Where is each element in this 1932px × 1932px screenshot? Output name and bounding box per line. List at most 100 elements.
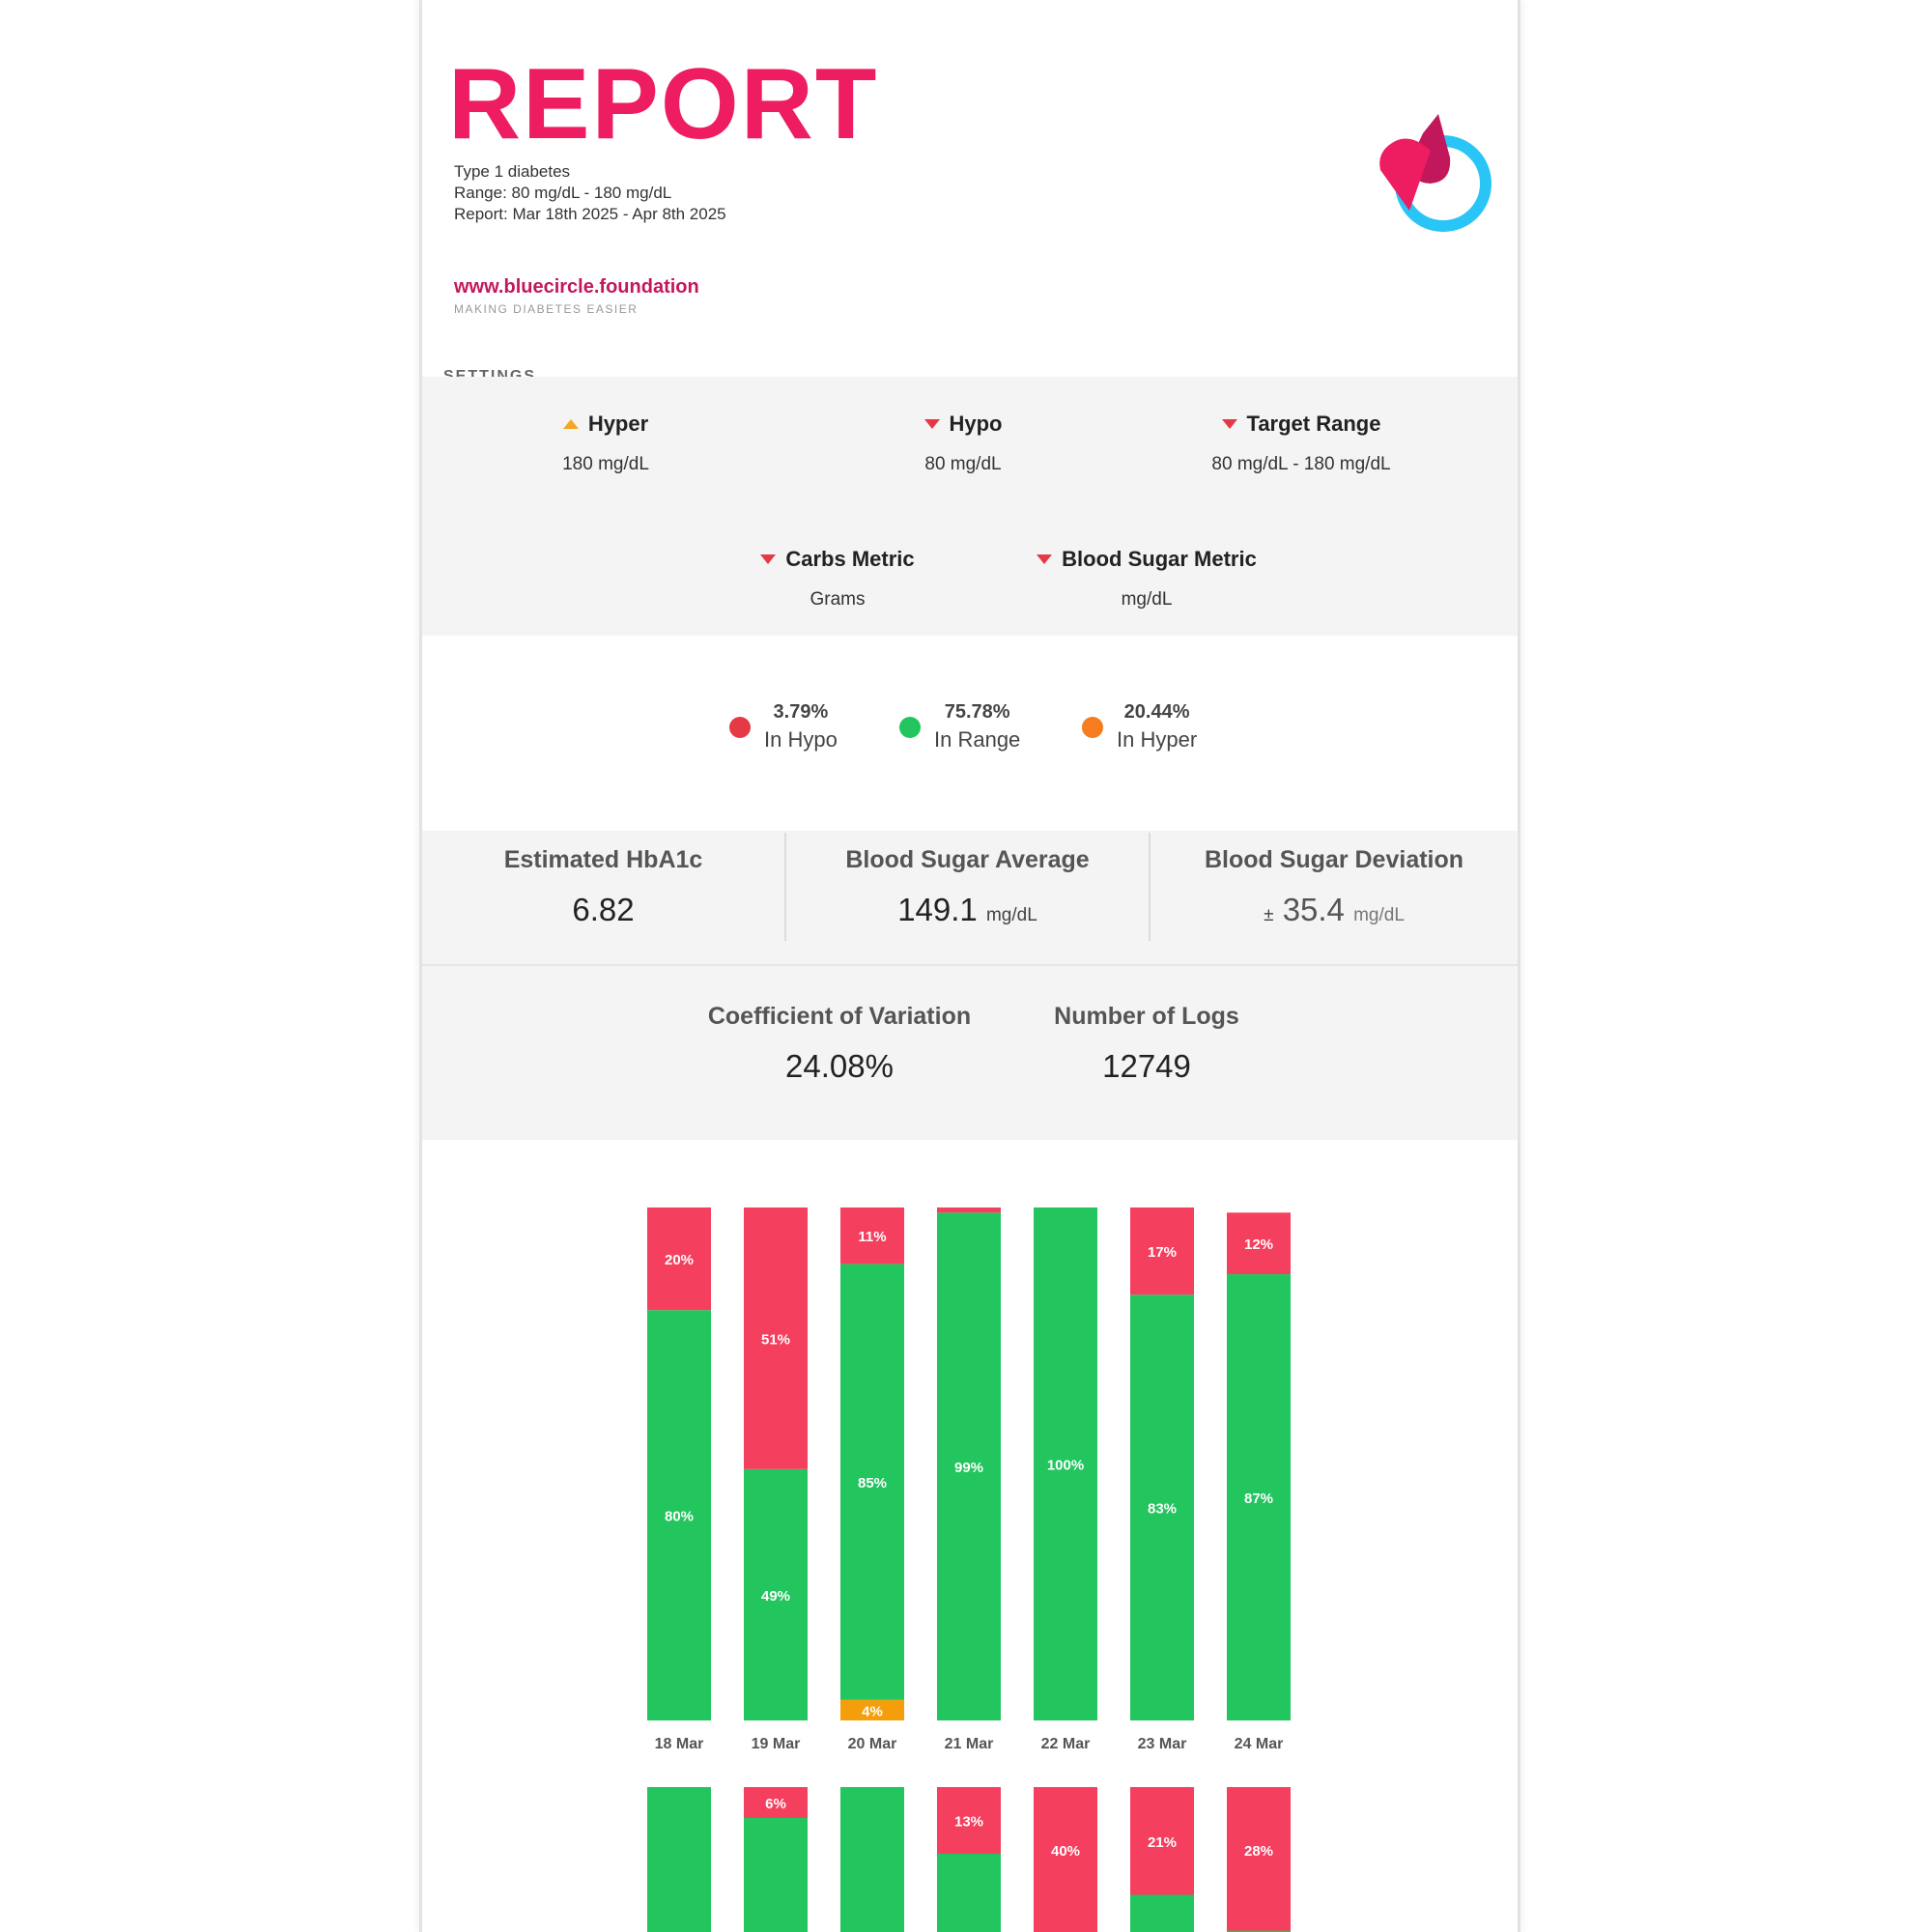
report-page: REPORT Type 1 diabetes Range: 80 mg/dL -… — [419, 0, 1520, 1932]
bar-value-label: 51% — [761, 1331, 790, 1348]
bar-value-label: 87% — [1244, 1491, 1273, 1507]
bar-value-label: 28% — [1244, 1843, 1273, 1860]
bar-segment — [937, 1787, 1001, 1855]
setting-target-value: 80 mg/dL - 180 mg/dL — [1211, 454, 1391, 474]
bar-segment — [744, 1208, 808, 1469]
triangle-down-icon — [923, 419, 940, 429]
cv-value: 24.08% — [785, 1048, 894, 1084]
bar-segment — [1227, 1212, 1291, 1275]
setting-carbs-metric: Carbs Metric Grams — [722, 547, 953, 611]
hypo-percent: 3.79% — [773, 701, 829, 723]
x-tick-label: 20 Mar — [848, 1736, 897, 1752]
bar-segment — [937, 1208, 1001, 1213]
range-percent: 75.78% — [944, 701, 1010, 723]
divider — [422, 964, 1518, 966]
bar-value-label: 21% — [1148, 1834, 1177, 1851]
metric-deviation: Blood Sugar Deviation ± 35.4 mg/dL — [1151, 846, 1518, 928]
bar-segment — [1227, 1787, 1291, 1931]
triangle-down-icon — [1221, 419, 1237, 429]
average-label: Blood Sugar Average — [845, 846, 1090, 873]
summary-range: 75.78% In Range — [899, 701, 1020, 753]
hypo-label: In Hypo — [764, 727, 838, 752]
setting-hypo-value: 80 mg/dL — [924, 454, 1002, 474]
bar-value-label: 100% — [1047, 1458, 1084, 1474]
daily-range-bar-chart: 80% 20% 18 Mar 49% 51% 19 Mar 6% 4% 85% 11% 20 Mar… — [647, 1208, 1291, 1932]
bluecircle-logo-icon — [1379, 114, 1492, 232]
bar-segment — [840, 1787, 904, 1932]
metric-logs: Number of Logs 12749 — [1002, 1003, 1292, 1085]
triangle-up-icon — [562, 419, 579, 429]
setting-target-label: Target Range — [1246, 412, 1381, 436]
bar-value-label: 83% — [1148, 1501, 1177, 1518]
summary-hyper: 20.44% In Hyper — [1082, 701, 1197, 753]
logs-label: Number of Logs — [1054, 1003, 1239, 1030]
bar-value-label: 85% — [858, 1475, 887, 1492]
divider — [1149, 833, 1151, 941]
setting-hyper: Hyper 180 mg/dL — [490, 412, 722, 475]
average-value: 149.1 — [897, 892, 978, 927]
logs-value: 12749 — [1102, 1048, 1191, 1084]
triangle-down-icon — [760, 554, 777, 564]
deviation-label: Blood Sugar Deviation — [1204, 846, 1464, 873]
setting-hypo: Hypo 80 mg/dL — [847, 412, 1079, 475]
triangle-down-icon — [1037, 554, 1053, 564]
metric-average: Blood Sugar Average 149.1 mg/dL — [786, 846, 1149, 928]
bar-segment — [1130, 1787, 1194, 1895]
settings-panel: Hyper 180 mg/dL Hypo 80 mg/dL Target Ran… — [422, 377, 1518, 636]
bar-value-label: 99% — [954, 1460, 983, 1476]
summary-hypo: 3.79% In Hypo — [729, 701, 838, 753]
diabetes-type: Type 1 diabetes — [454, 162, 571, 181]
bar-segment — [647, 1208, 711, 1311]
hba1c-value: 6.82 — [572, 892, 635, 927]
report-period: Report: Mar 18th 2025 - Apr 8th 2025 — [454, 205, 726, 223]
report-title: REPORT — [448, 48, 879, 160]
setting-target-range: Target Range 80 mg/dL - 180 mg/dL — [1156, 412, 1446, 475]
bar-value-label: 4% — [862, 1703, 883, 1719]
x-tick-label: 18 Mar — [655, 1736, 704, 1752]
hba1c-label: Estimated HbA1c — [503, 846, 703, 873]
deviation-value: 35.4 — [1282, 892, 1345, 927]
setting-hyper-value: 180 mg/dL — [562, 454, 649, 474]
bar-value-label: 6% — [765, 1796, 786, 1812]
hyper-label: In Hyper — [1117, 727, 1198, 752]
x-tick-label: 19 Mar — [752, 1736, 801, 1752]
bar-segment — [1227, 1274, 1291, 1720]
setting-sugar-label: Blood Sugar Metric — [1062, 547, 1257, 571]
website-link[interactable]: www.bluecircle.foundation — [454, 276, 699, 298]
x-tick-label: 22 Mar — [1041, 1736, 1091, 1752]
average-unit: mg/dL — [985, 905, 1037, 925]
hypo-dot — [729, 716, 751, 738]
metric-cv: Coefficient of Variation 24.08% — [675, 1003, 1004, 1085]
bar-value-label: 80% — [665, 1509, 694, 1525]
x-tick-label: 24 Mar — [1235, 1736, 1284, 1752]
range-label: In Range — [934, 727, 1021, 752]
bar-segment — [1034, 1208, 1097, 1720]
plus-minus-icon: ± — [1264, 905, 1274, 925]
bar-value-label: 40% — [1051, 1843, 1080, 1860]
setting-sugar-metric: Blood Sugar Metric mg/dL — [1002, 547, 1292, 611]
setting-carbs-value: Grams — [810, 589, 866, 610]
setting-hyper-label: Hyper — [587, 412, 649, 436]
bar-segment — [840, 1208, 904, 1264]
deviation-unit: mg/dL — [1353, 905, 1405, 925]
bar-segment — [840, 1699, 904, 1720]
bar-segment — [647, 1310, 711, 1720]
cv-label: Coefficient of Variation — [707, 1003, 972, 1030]
bar-segment — [647, 1787, 711, 1932]
metrics-panel — [422, 831, 1518, 1140]
setting-carbs-label: Carbs Metric — [785, 547, 915, 571]
divider — [784, 833, 786, 941]
bar-segment — [1130, 1294, 1194, 1720]
range-dot — [899, 716, 921, 738]
bar-value-label: 20% — [665, 1252, 694, 1268]
x-tick-label: 23 Mar — [1138, 1736, 1187, 1752]
metric-hba1c: Estimated HbA1c 6.82 — [422, 846, 784, 928]
hyper-dot — [1082, 716, 1103, 738]
setting-hypo-label: Hypo — [949, 412, 1003, 436]
bar-segment — [1034, 1787, 1097, 1932]
x-tick-label: 21 Mar — [945, 1736, 994, 1752]
bar-value-label: 17% — [1148, 1244, 1177, 1261]
hyper-percent: 20.44% — [1123, 701, 1190, 723]
setting-sugar-value: mg/dL — [1121, 589, 1173, 610]
bar-segment — [1130, 1208, 1194, 1295]
